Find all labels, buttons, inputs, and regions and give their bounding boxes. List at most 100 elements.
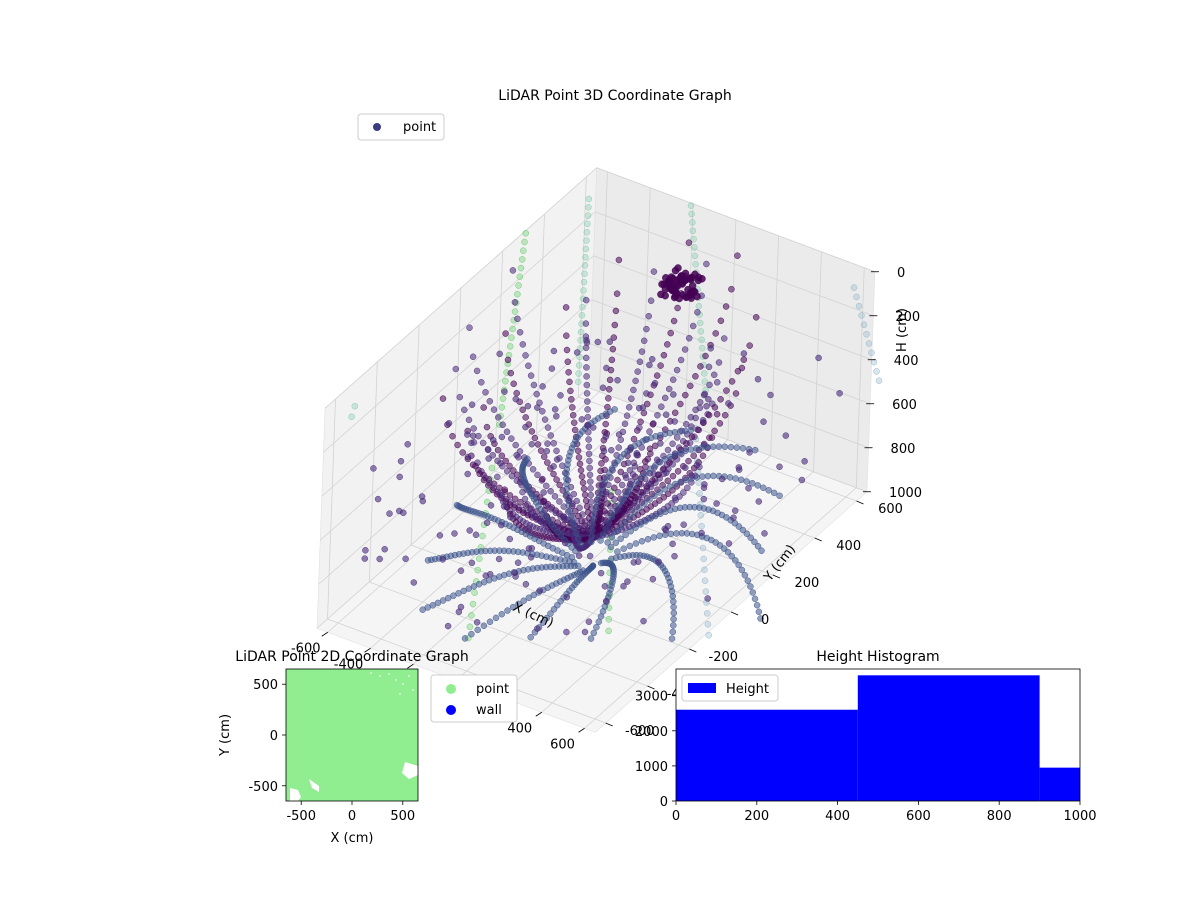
scatter-point-3d (468, 559, 476, 567)
scatter-point-3d (733, 444, 741, 451)
grid-line-z-side (321, 255, 594, 497)
scatter-point-3d (609, 345, 617, 353)
scatter-point-3d (570, 419, 578, 426)
scatter-point-3d (466, 527, 473, 534)
scatter-point-3d (669, 628, 677, 636)
scatter-point-3d (649, 575, 657, 583)
scatter-point-3d (599, 384, 607, 392)
grid-line-y-back (494, 250, 504, 472)
scatter-point-3d (671, 292, 680, 301)
scatter-point-3d (685, 457, 692, 465)
scatter-point-3d (541, 416, 549, 423)
scatter-point-3d (572, 529, 580, 537)
scatter-point-3d (650, 268, 658, 275)
scatter-point-3d (522, 230, 529, 237)
grid-line-x-back (770, 235, 780, 456)
scatter-point-3d (586, 457, 593, 465)
scatter-point-3d (563, 346, 571, 354)
scatter-point-3d (543, 482, 550, 490)
scatter-point-3d (666, 483, 674, 490)
scatter-point-3d (530, 381, 538, 389)
scatter-point-3d (544, 424, 552, 431)
scatter-point-3d (575, 552, 583, 560)
scatter-point-3d (687, 413, 695, 421)
scatter-point-3d (565, 501, 572, 509)
scatter-point-3d (497, 460, 504, 467)
scatter-point-3d (386, 510, 393, 517)
scatter-point-3d (544, 440, 551, 447)
hist-bar (857, 675, 1040, 801)
scatter-point-3d (669, 376, 677, 383)
scatter-point-3d (381, 545, 388, 553)
scatter-point-3d (671, 552, 678, 560)
legend-2d: point wall (430, 674, 518, 723)
scatter-point-3d (673, 434, 681, 441)
scatter-point-3d (514, 559, 522, 566)
scatter-point-3d (670, 622, 677, 629)
scatter-point-3d (593, 623, 600, 631)
scatter-point-3d (638, 348, 646, 355)
scatter-point-3d (501, 486, 508, 493)
scatter-point-3d (647, 297, 655, 304)
gap-region (309, 779, 319, 792)
scatter-point-3d (473, 367, 481, 375)
scatter-point-3d (691, 244, 698, 251)
scatter-point-3d (519, 406, 526, 414)
tick-label-z-3d: 800 (891, 442, 916, 457)
xlabel-2d: X (cm) (331, 831, 374, 846)
grid-line-z-back (596, 167, 876, 273)
scatter-point-3d (553, 413, 560, 420)
scatter-point-3d (875, 377, 883, 384)
scatter-point-3d (753, 601, 761, 609)
scatter-point-3d (513, 451, 520, 459)
scatter-point-3d (370, 465, 377, 472)
scatter-point-3d (525, 545, 533, 552)
scatter-point-3d (651, 492, 658, 500)
scatter-point-3d (653, 456, 661, 464)
scatter-point-3d (705, 631, 712, 639)
scatter-point-3d (627, 527, 634, 535)
scatter-point-3d (693, 461, 701, 469)
scatter-point-3d (722, 303, 730, 310)
scatter-point-3d (511, 299, 519, 306)
grid-line-x-back (641, 187, 651, 408)
grid-line-z-side (316, 387, 590, 629)
scatter-point-3d (584, 413, 592, 421)
panes-3d (316, 167, 876, 733)
scatter-point-3d (571, 426, 579, 434)
scatter-point-3d (540, 489, 547, 496)
scatter-point-3d (548, 365, 556, 372)
scatter-point-3d (615, 489, 622, 496)
scatter-point-3d (646, 445, 654, 453)
scatter-point-3d (565, 369, 572, 376)
scatter-point-3d (348, 413, 355, 421)
scatter-point-3d (606, 338, 614, 346)
tick-label-x-hist: 800 (987, 809, 1012, 824)
scatter-point-3d (711, 404, 719, 411)
scatter-point-3d (508, 334, 515, 341)
scatter-point-3d (632, 540, 640, 547)
scatter-point-3d (705, 395, 712, 403)
scatter-point-3d (577, 467, 585, 474)
scatter-point-3d (732, 475, 739, 482)
scatter-point-3d (351, 402, 359, 410)
scatter-point-3d (660, 351, 668, 359)
scatter-point-3d (563, 332, 570, 339)
scatter-point-3d (582, 296, 590, 304)
scatter-point-3d (636, 504, 643, 512)
tick-label-y-3d: 600 (878, 502, 903, 517)
scatter-point-3d (608, 513, 616, 521)
scatter-point-3d (605, 627, 612, 635)
scatter-point-3d (689, 219, 696, 226)
scatter-point-3d (583, 503, 591, 510)
scatter-point-3d (637, 521, 644, 528)
scatter-point-3d (671, 494, 679, 502)
scatter-point-3d (658, 403, 665, 410)
ticks-2d: -500 0 500 -500 0 500 (248, 678, 415, 824)
scatter-point-3d (745, 484, 752, 492)
scatter-point-3d (634, 558, 642, 565)
grid-line-x-floor (498, 455, 771, 697)
scatter-point-3d (618, 497, 626, 504)
tick-label-x-hist: 400 (825, 809, 850, 824)
scatter-point-3d (478, 379, 485, 386)
